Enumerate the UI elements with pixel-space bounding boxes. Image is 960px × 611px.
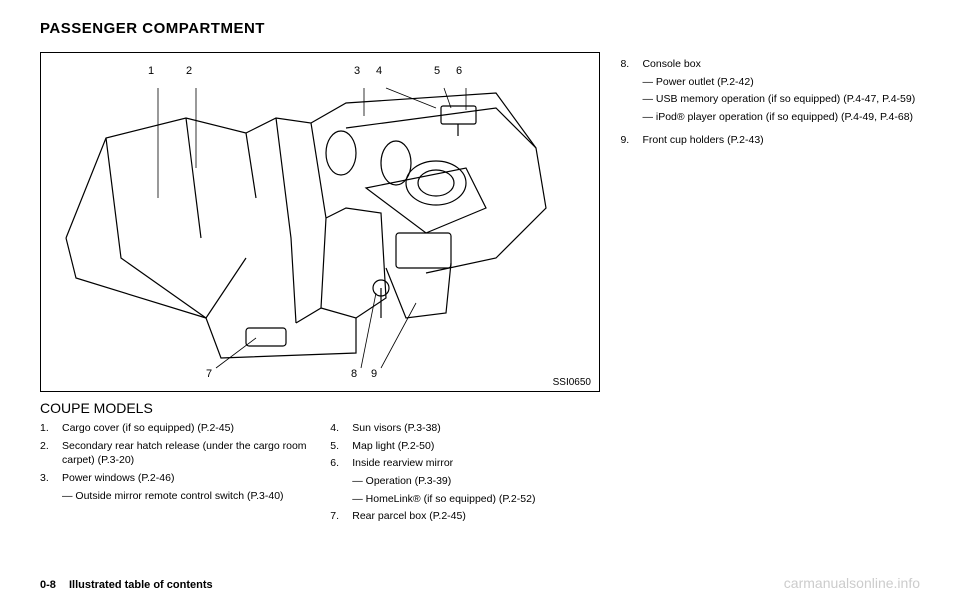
right-column: 8. Console box — Power outlet (P.2-42) —… bbox=[620, 52, 920, 527]
sub-item: — Outside mirror remote control switch (… bbox=[62, 489, 310, 504]
list-col-middle: 4. Sun visors (P.3-38) 5. Map light (P.2… bbox=[330, 421, 600, 527]
item-text: Front cup holders (P.2-43) bbox=[642, 133, 920, 148]
content-area: 1 2 3 4 5 6 7 8 9 SSI0650 COUPE MODELS 1… bbox=[40, 52, 920, 527]
item-num: 1. bbox=[40, 421, 62, 436]
diagram-label: SSI0650 bbox=[553, 377, 591, 388]
car-interior-diagram bbox=[46, 58, 596, 373]
sub-item: — HomeLink® (if so equipped) (P.2-52) bbox=[352, 492, 600, 507]
footer-section: Illustrated table of contents bbox=[69, 579, 213, 591]
item-text: Cargo cover (if so equipped) (P.2-45) bbox=[62, 421, 310, 436]
sub-item: — USB memory operation (if so equipped) … bbox=[642, 92, 920, 107]
diagram-box: 1 2 3 4 5 6 7 8 9 SSI0650 bbox=[40, 52, 600, 392]
item-num: 6. bbox=[330, 456, 352, 471]
callout-3: 3 bbox=[354, 65, 360, 77]
item-num: 9. bbox=[620, 133, 642, 148]
list-item: 8. Console box bbox=[620, 57, 920, 72]
list-item: 4. Sun visors (P.3-38) bbox=[330, 421, 600, 436]
callout-6: 6 bbox=[456, 65, 462, 77]
item-text: Console box bbox=[642, 57, 920, 72]
item-text: Rear parcel box (P.2-45) bbox=[352, 509, 600, 524]
page-title: PASSENGER COMPARTMENT bbox=[40, 20, 920, 37]
callout-4: 4 bbox=[376, 65, 382, 77]
list-item: 2. Secondary rear hatch release (under t… bbox=[40, 439, 310, 468]
item-num: 3. bbox=[40, 471, 62, 486]
left-column: 1 2 3 4 5 6 7 8 9 SSI0650 COUPE MODELS 1… bbox=[40, 52, 600, 527]
list-columns: 1. Cargo cover (if so equipped) (P.2-45)… bbox=[40, 421, 600, 527]
item-num: 4. bbox=[330, 421, 352, 436]
callout-5: 5 bbox=[434, 65, 440, 77]
list-item: 7. Rear parcel box (P.2-45) bbox=[330, 509, 600, 524]
item-text: Secondary rear hatch release (under the … bbox=[62, 439, 310, 468]
watermark: carmanualsonline.info bbox=[784, 575, 920, 591]
list-col-left: 1. Cargo cover (if so equipped) (P.2-45)… bbox=[40, 421, 310, 527]
list-item: 9. Front cup holders (P.2-43) bbox=[620, 133, 920, 148]
list-item: 3. Power windows (P.2-46) bbox=[40, 471, 310, 486]
footer-page: 0-8 bbox=[40, 579, 56, 591]
item-num: 7. bbox=[330, 509, 352, 524]
item-text: Power windows (P.2-46) bbox=[62, 471, 310, 486]
subtitle: COUPE MODELS bbox=[40, 400, 600, 416]
item-text: Map light (P.2-50) bbox=[352, 439, 600, 454]
list-item: 6. Inside rearview mirror bbox=[330, 456, 600, 471]
callout-1: 1 bbox=[148, 65, 154, 77]
item-num: 5. bbox=[330, 439, 352, 454]
callout-2: 2 bbox=[186, 65, 192, 77]
callout-8: 8 bbox=[351, 368, 357, 380]
list-item: 1. Cargo cover (if so equipped) (P.2-45) bbox=[40, 421, 310, 436]
item-num: 2. bbox=[40, 439, 62, 468]
item-text: Inside rearview mirror bbox=[352, 456, 600, 471]
item-text: Sun visors (P.3-38) bbox=[352, 421, 600, 436]
sub-item: — Power outlet (P.2-42) bbox=[642, 75, 920, 90]
footer: 0-8 Illustrated table of contents bbox=[40, 579, 213, 591]
sub-item: — iPod® player operation (if so equipped… bbox=[642, 110, 920, 125]
callout-7: 7 bbox=[206, 368, 212, 380]
callout-9: 9 bbox=[371, 368, 377, 380]
list-item: 5. Map light (P.2-50) bbox=[330, 439, 600, 454]
item-num: 8. bbox=[620, 57, 642, 72]
sub-item: — Operation (P.3-39) bbox=[352, 474, 600, 489]
